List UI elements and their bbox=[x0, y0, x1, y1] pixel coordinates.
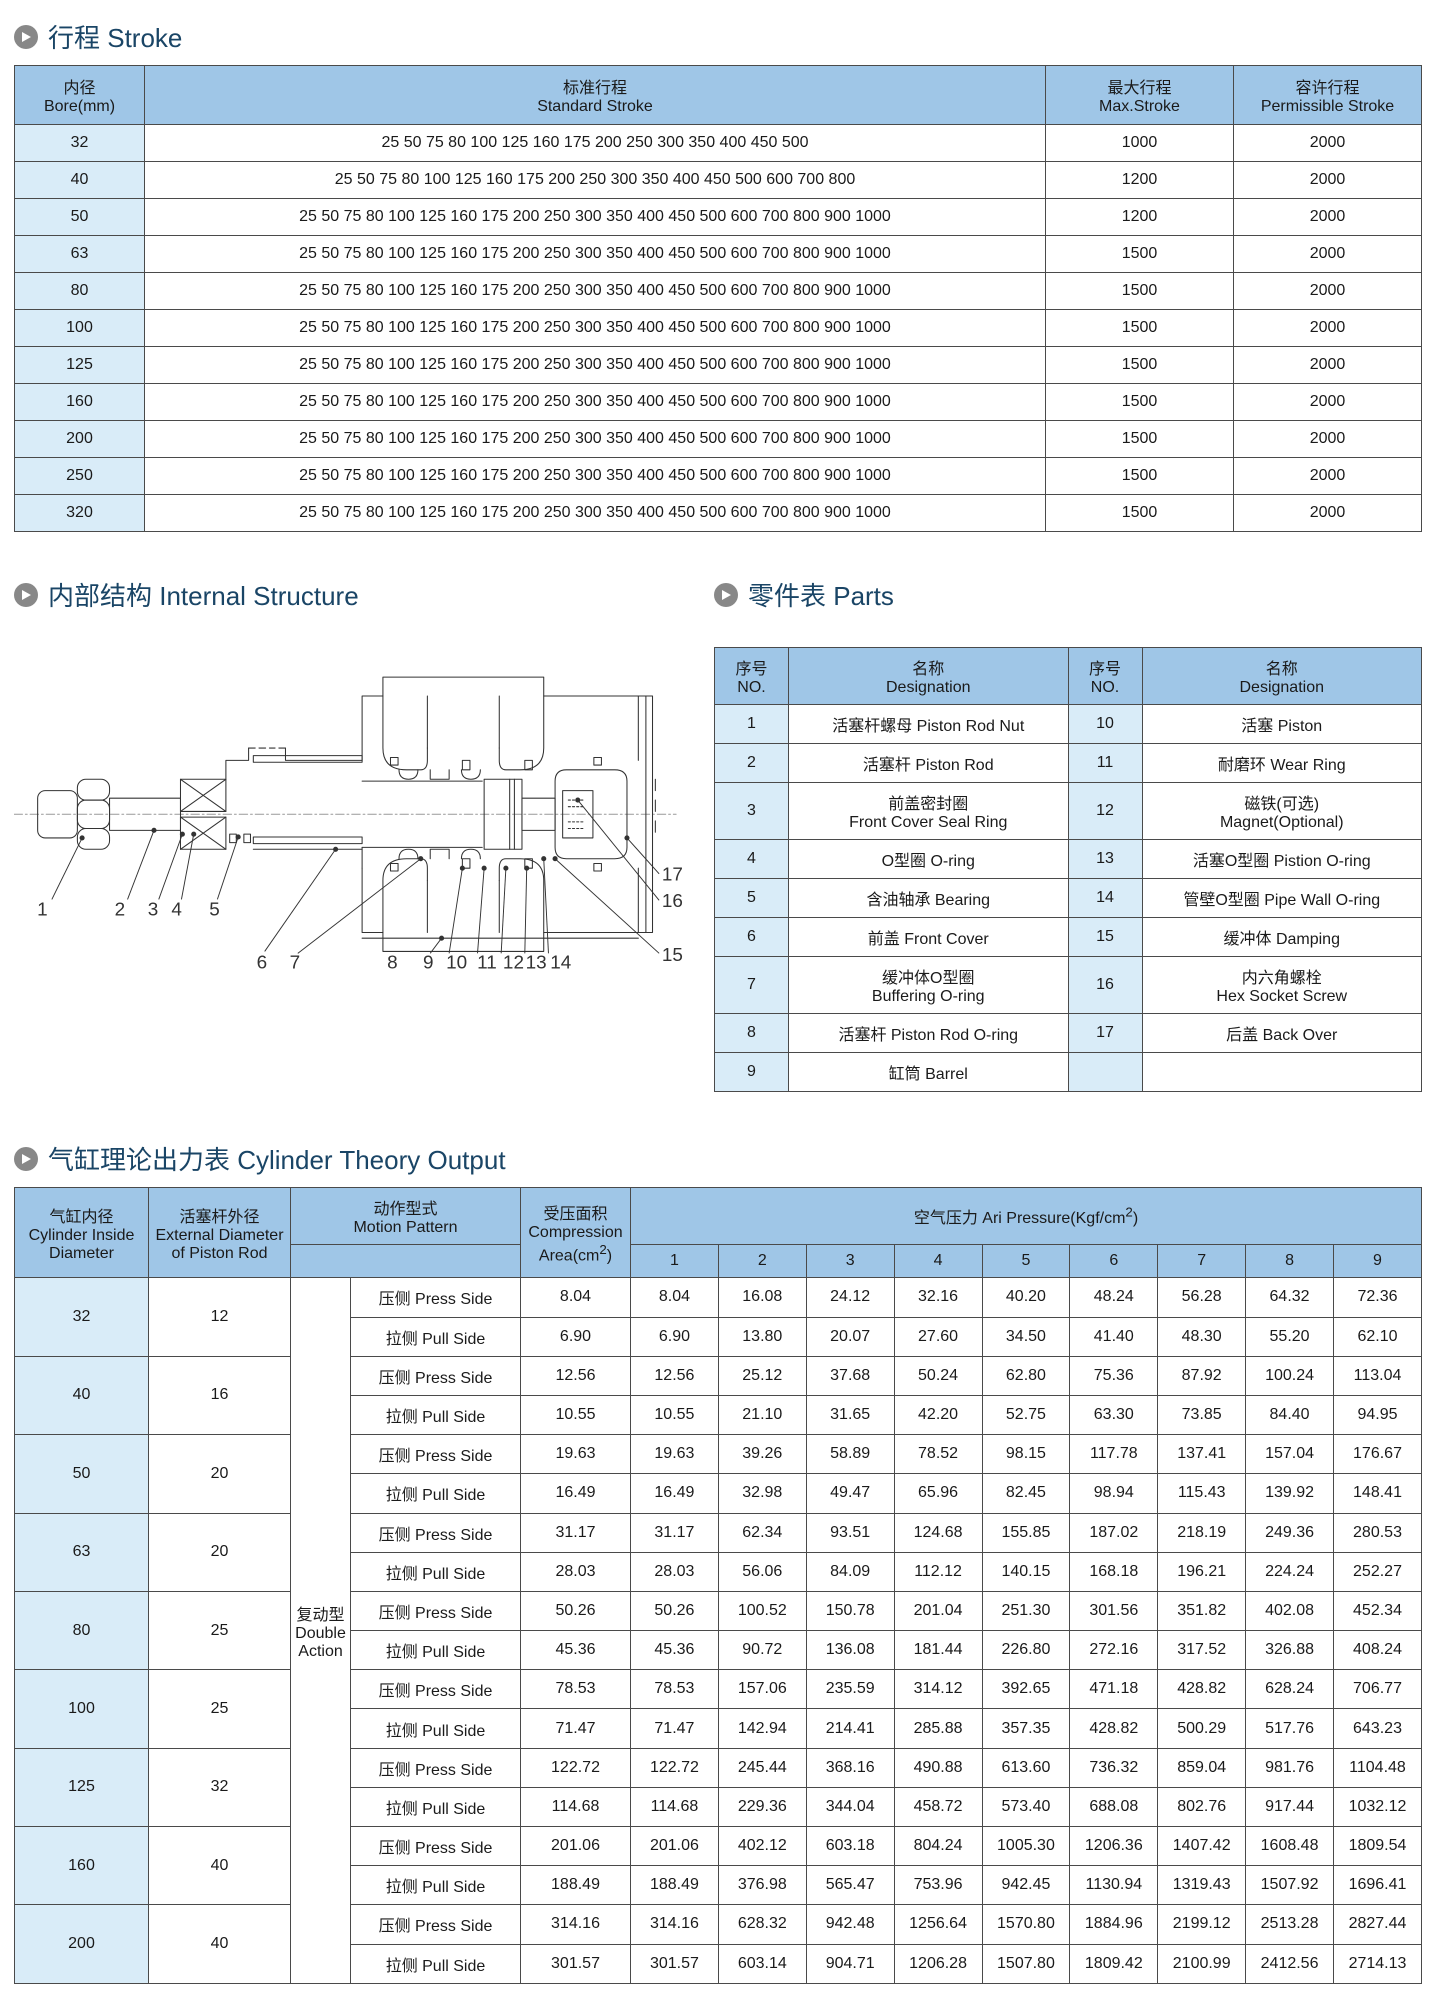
svg-text:4: 4 bbox=[171, 899, 182, 920]
svg-text:10: 10 bbox=[446, 952, 467, 973]
svg-text:15: 15 bbox=[662, 945, 683, 966]
svg-text:13: 13 bbox=[526, 952, 547, 973]
svg-text:7: 7 bbox=[290, 952, 301, 973]
svg-text:6: 6 bbox=[257, 952, 268, 973]
svg-text:2: 2 bbox=[115, 899, 126, 920]
svg-text:17: 17 bbox=[662, 864, 683, 885]
svg-text:8: 8 bbox=[387, 952, 398, 973]
svg-text:11: 11 bbox=[477, 952, 497, 973]
svg-text:16: 16 bbox=[662, 891, 683, 912]
svg-text:1: 1 bbox=[37, 899, 48, 920]
svg-text:12: 12 bbox=[503, 952, 524, 973]
svg-text:14: 14 bbox=[550, 952, 571, 973]
svg-text:3: 3 bbox=[148, 899, 159, 920]
svg-text:5: 5 bbox=[209, 899, 220, 920]
svg-text:9: 9 bbox=[423, 952, 434, 973]
